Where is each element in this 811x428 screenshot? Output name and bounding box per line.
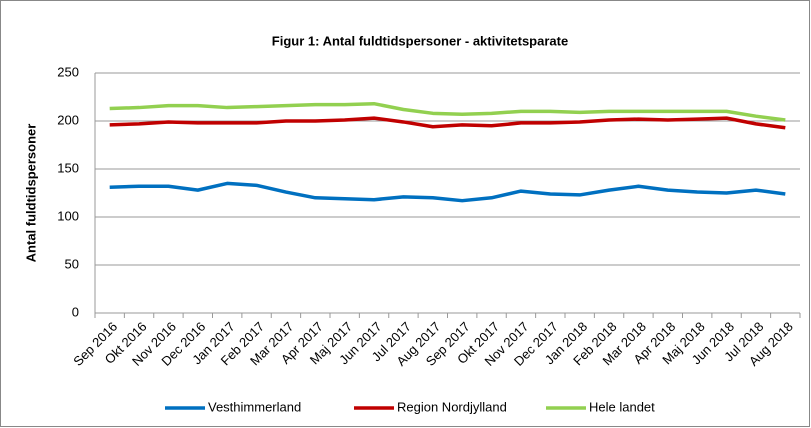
y-tick-label: 150 (57, 160, 79, 175)
y-tick-label: 0 (72, 304, 79, 319)
series-line (109, 116, 786, 130)
y-tick-label: 100 (57, 208, 79, 223)
legend-label: Hele landet (589, 399, 655, 414)
y-tick-label: 200 (57, 112, 79, 127)
y-tick-label: 250 (57, 64, 79, 79)
legend-label: Vesthimmerland (208, 399, 301, 414)
legend-label: Region Nordjylland (397, 399, 507, 414)
chart-title: Figur 1: Antal fuldtidspersoner - aktivi… (272, 33, 568, 48)
series-line (109, 181, 786, 203)
y-axis-label: Antal fuldtidspersoner (23, 124, 38, 263)
series-line (109, 101, 786, 122)
y-tick-label: 50 (65, 256, 79, 271)
